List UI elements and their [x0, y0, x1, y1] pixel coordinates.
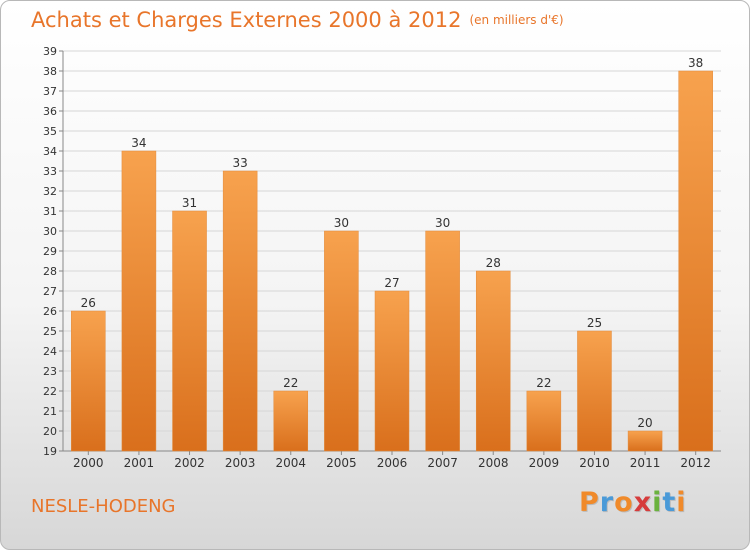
logo-letter: i — [676, 487, 687, 518]
y-tick-label: 22 — [43, 385, 57, 398]
bars — [71, 70, 713, 452]
y-tick-label: 31 — [43, 205, 57, 218]
value-label: 25 — [587, 316, 602, 330]
y-tick-label: 33 — [43, 165, 57, 178]
chart-title: Achats et Charges Externes 2000 à 2012 (e… — [31, 8, 564, 32]
value-label: 28 — [486, 256, 501, 270]
value-label: 27 — [384, 276, 399, 290]
logo-letter: i — [652, 487, 663, 518]
x-tick-label: 2000 — [73, 456, 104, 470]
y-tick-label: 23 — [43, 365, 57, 378]
bar-2007 — [425, 230, 460, 452]
bar-2008 — [475, 270, 511, 452]
x-tick-label: 2006 — [377, 456, 408, 470]
bar-2009 — [526, 390, 562, 452]
y-tick-label: 29 — [43, 245, 57, 258]
value-label: 30 — [334, 216, 349, 230]
y-tick-label: 25 — [43, 325, 57, 338]
value-label: 30 — [435, 216, 450, 230]
y-tick-label: 35 — [43, 125, 57, 138]
y-tick-label: 38 — [43, 65, 57, 78]
bar-2012 — [678, 70, 713, 452]
y-tick-label: 34 — [43, 145, 57, 158]
x-tick-label: 2009 — [529, 456, 560, 470]
bar-2000 — [71, 310, 106, 452]
y-tick-label: 32 — [43, 185, 57, 198]
x-tick-label: 2012 — [680, 456, 711, 470]
x-tick-label: 2001 — [124, 456, 155, 470]
bar-2003 — [222, 170, 258, 452]
x-tick-labels: 2000 2001 2002 2003 2004 2005 2006 2007 2008 2009… — [73, 456, 711, 470]
bar-2006 — [374, 290, 410, 452]
x-tick-label: 2003 — [225, 456, 256, 470]
value-label: 34 — [131, 136, 146, 150]
logo-letter: x — [633, 487, 653, 518]
value-labels: 26 34 31 33 22 30 27 30 28 22 25 20 38 — [81, 56, 704, 430]
x-tick-label: 2002 — [174, 456, 205, 470]
chart-title-text: Achats et Charges Externes 2000 à 2012 — [31, 8, 462, 32]
x-tick-label: 2005 — [326, 456, 357, 470]
value-label: 33 — [233, 156, 248, 170]
proxiti-logo: Proxiti — [579, 487, 687, 518]
x-tick-label: 2004 — [275, 456, 306, 470]
y-tick-label: 28 — [43, 265, 57, 278]
value-label: 26 — [81, 296, 96, 310]
y-tick-label: 21 — [43, 405, 57, 418]
bar-2005 — [324, 230, 359, 452]
y-tick-label: 20 — [43, 425, 57, 438]
y-tick-label: 37 — [43, 85, 57, 98]
chart-unit: (en milliers d'€) — [469, 13, 564, 27]
bar-2002 — [172, 210, 207, 452]
logo-letter: r — [599, 487, 615, 518]
value-label: 38 — [688, 56, 703, 70]
bar-2010 — [577, 330, 612, 452]
y-tick-labels: 19 20 21 22 23 24 25 26 27 28 29 30 31 32 33 34 35 36 37 38… — [43, 45, 57, 458]
logo-letter: P — [579, 487, 600, 518]
x-tick-label: 2010 — [579, 456, 610, 470]
x-tick-label: 2007 — [427, 456, 458, 470]
y-tick-label: 36 — [43, 105, 57, 118]
value-label: 31 — [182, 196, 197, 210]
value-label: 22 — [283, 376, 298, 390]
x-tick-label: 2011 — [630, 456, 661, 470]
y-tick-label: 27 — [43, 285, 57, 298]
logo-letter: t — [662, 487, 677, 518]
y-tick-label: 39 — [43, 45, 57, 58]
value-label: 20 — [637, 416, 652, 430]
y-tick-label: 30 — [43, 225, 57, 238]
y-tick-label: 24 — [43, 345, 57, 358]
y-tick-label: 19 — [43, 445, 57, 458]
bar-2001 — [121, 150, 157, 452]
town-name: NESLE-HODENG — [31, 496, 176, 517]
y-tick-label: 26 — [43, 305, 57, 318]
x-tick-label: 2008 — [478, 456, 509, 470]
value-label: 22 — [536, 376, 551, 390]
logo-letter: o — [614, 487, 634, 518]
bar-2004 — [273, 390, 309, 452]
bar-2011 — [627, 430, 663, 452]
